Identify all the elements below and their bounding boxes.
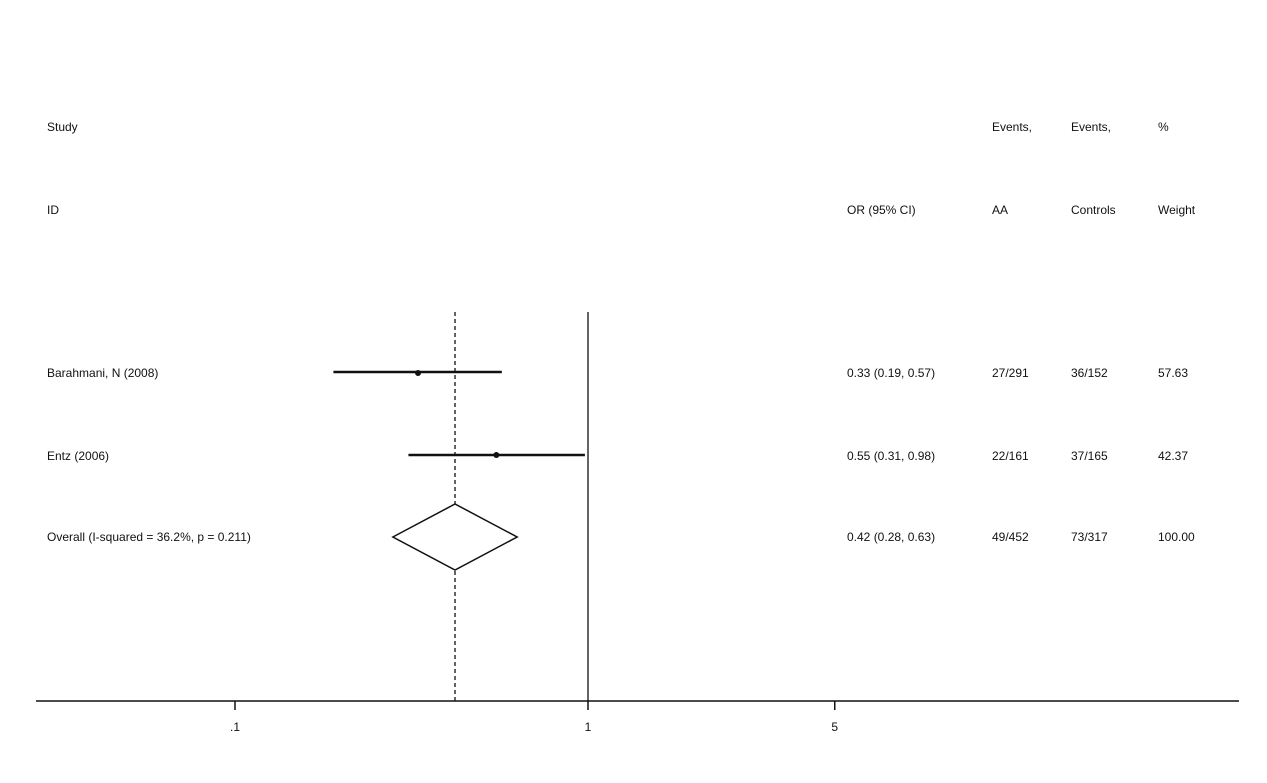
header-id: ID bbox=[47, 203, 59, 217]
study-row-2: Entz (2006) 0.55 (0.31, 0.98) 22/161 37/… bbox=[47, 449, 1188, 463]
overall-weight: 100.00 bbox=[1158, 530, 1195, 544]
header-events-controls-1: Events, bbox=[1071, 120, 1111, 134]
overall-label: Overall (I-squared = 36.2%, p = 0.211) bbox=[47, 530, 251, 544]
study-events-controls: 37/165 bbox=[1071, 449, 1108, 463]
point-estimate bbox=[415, 370, 422, 376]
study-events-aa: 22/161 bbox=[992, 449, 1029, 463]
x-axis-ticks: .1 1 5 bbox=[230, 701, 838, 734]
overall-diamond bbox=[391, 503, 519, 571]
header-or-ci: OR (95% CI) bbox=[847, 203, 916, 217]
header-study: Study bbox=[47, 120, 78, 134]
study-row-1: Barahmani, N (2008) 0.33 (0.19, 0.57) 27… bbox=[47, 366, 1188, 380]
x-tick-label: 1 bbox=[585, 720, 592, 734]
header-events-aa-2: AA bbox=[992, 203, 1008, 217]
x-tick-label: 5 bbox=[831, 720, 838, 734]
study-weight: 57.63 bbox=[1158, 366, 1188, 380]
study-label: Barahmani, N (2008) bbox=[47, 366, 158, 380]
study-events-aa: 27/291 bbox=[992, 366, 1029, 380]
study-or-ci: 0.55 (0.31, 0.98) bbox=[847, 449, 935, 463]
header-weight: Weight bbox=[1158, 203, 1196, 217]
overall-or-ci: 0.42 (0.28, 0.63) bbox=[847, 530, 935, 544]
study-label: Entz (2006) bbox=[47, 449, 109, 463]
study-or-ci: 0.33 (0.19, 0.57) bbox=[847, 366, 935, 380]
x-tick-label: .1 bbox=[230, 720, 240, 734]
study-weight: 42.37 bbox=[1158, 449, 1188, 463]
header-events-controls-2: Controls bbox=[1071, 203, 1116, 217]
overall-row: Overall (I-squared = 36.2%, p = 0.211) 0… bbox=[47, 503, 1195, 571]
study-events-controls: 36/152 bbox=[1071, 366, 1108, 380]
header-weight-pct: % bbox=[1158, 120, 1169, 134]
point-estimate bbox=[493, 452, 500, 458]
overall-events-aa: 49/452 bbox=[992, 530, 1029, 544]
header-events-aa-1: Events, bbox=[992, 120, 1032, 134]
overall-events-controls: 73/317 bbox=[1071, 530, 1108, 544]
